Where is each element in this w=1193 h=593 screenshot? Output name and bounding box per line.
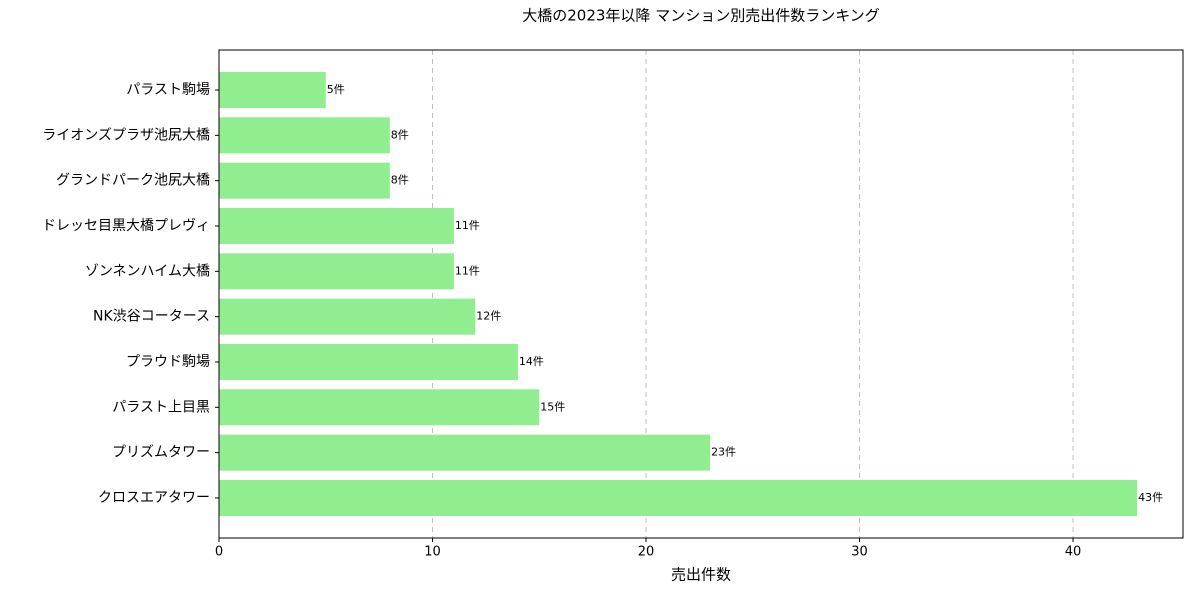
bar <box>219 434 711 471</box>
bar <box>219 253 454 290</box>
x-tick-label: 0 <box>215 545 223 560</box>
y-tick-label: ライオンズプラザ池尻大橋 <box>42 127 210 143</box>
value-label: 5件 <box>327 83 345 96</box>
value-label: 15件 <box>540 400 565 413</box>
x-tick-label: 20 <box>638 545 655 560</box>
bar <box>219 298 476 335</box>
bar <box>219 479 1138 516</box>
x-tick-label: 30 <box>851 545 868 560</box>
bar <box>219 162 390 199</box>
bar <box>219 72 326 108</box>
y-tick-label: クロスエアタワー <box>98 490 210 506</box>
y-tick-label: NK渋谷コータース <box>93 309 210 325</box>
value-label: 11件 <box>455 219 480 232</box>
value-label: 23件 <box>711 446 736 459</box>
y-tick-label: パラスト上目黒 <box>112 399 210 415</box>
value-label: 8件 <box>391 128 409 141</box>
value-label: 43件 <box>1138 491 1163 504</box>
x-axis-label: 売出件数 <box>671 566 731 584</box>
value-label: 8件 <box>391 174 409 187</box>
y-tick-label: ゾンネンハイム大橋 <box>85 263 210 279</box>
bar <box>219 343 518 380</box>
y-tick-label: パラスト駒場 <box>126 82 210 98</box>
y-tick-label: プリズムタワー <box>112 445 210 461</box>
bar <box>219 207 454 244</box>
y-tick-label: ドレッセ目黒大橋プレヴィ <box>42 217 210 234</box>
bar <box>219 117 390 154</box>
value-label: 14件 <box>519 355 544 368</box>
plot-frame <box>218 49 1184 539</box>
value-label: 11件 <box>455 264 480 277</box>
y-tick-label: プラウド駒場 <box>126 354 210 370</box>
value-label: 12件 <box>476 310 501 323</box>
chart-title: 大橋の2023年以降 マンション別売出件数ランキング <box>522 7 880 25</box>
x-tick-label: 10 <box>424 545 441 560</box>
x-tick-label: 40 <box>1065 545 1082 560</box>
y-tick-label: グランドパーク池尻大橋 <box>56 173 210 189</box>
bar <box>219 389 540 426</box>
